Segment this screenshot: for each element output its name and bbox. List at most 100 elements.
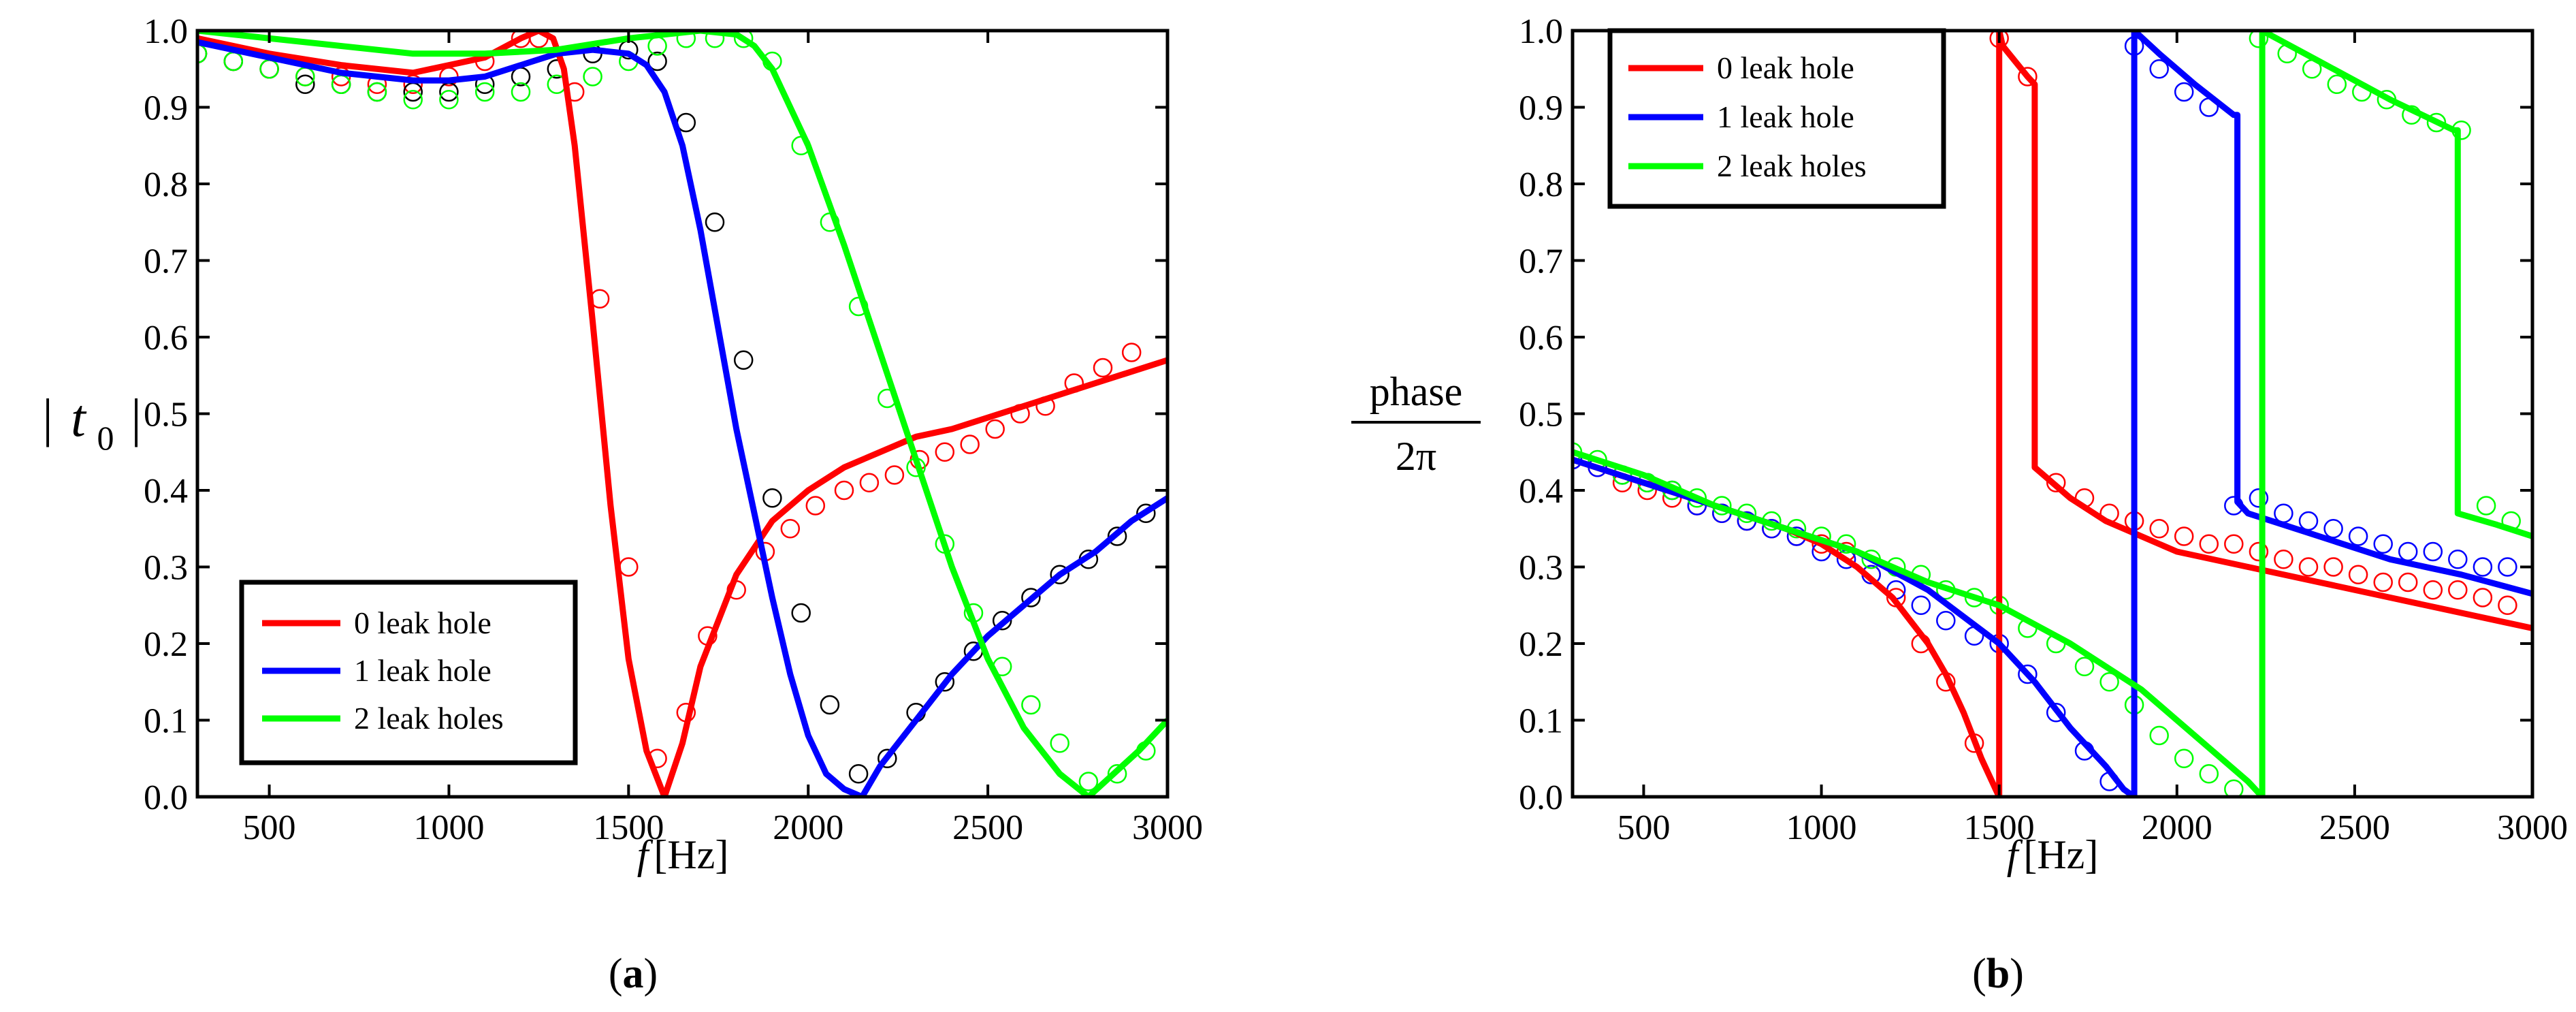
panel-b-marker-0-leak-hole [2274, 550, 2293, 569]
panel-a-marker-0-leak-hole [805, 496, 826, 516]
panel-b-x-tick-label: 1000 [1786, 808, 1857, 847]
panel-b-ylabel-numerator: phase [1370, 369, 1463, 414]
panel-a-marker-0-leak-hole [859, 473, 880, 493]
panel-a-marker-1-leak-hole [1107, 526, 1127, 546]
panel-b-marker-0-leak-hole [2373, 572, 2393, 592]
panel-b-y-tick-label: 0.3 [1519, 549, 1563, 588]
panel-b-y-tick-label: 0.5 [1519, 396, 1563, 434]
panel-a-x-tick-label: 2000 [773, 808, 843, 847]
panel-a-marker-1-leak-hole [1021, 588, 1041, 607]
panel-a-marker-1-leak-hole [992, 611, 1012, 631]
panel-a-marker-2-leak-holes [676, 31, 696, 48]
panel-a-marker-1-leak-hole [295, 74, 315, 95]
panel-b-marker-1-leak-hole [1936, 611, 1956, 631]
panel-b-line-0-leak-hole [1573, 31, 2532, 797]
panel-b-marker-0-leak-hole [2149, 519, 2169, 539]
panel-b-label-close: ) [2010, 951, 2024, 997]
panel-b-marker-1-leak-hole [2323, 519, 2343, 539]
panel-b-y-tick-label: 0.2 [1519, 625, 1563, 664]
panel-a-marker-0-leak-hole [834, 480, 854, 501]
panel-b-marker-2-leak-holes [2249, 31, 2269, 48]
panel-a-legend-label-1: 1 leak hole [354, 653, 492, 688]
panel-b-marker-1-leak-hole [2174, 82, 2194, 102]
panel-a-marker-2-leak-holes [705, 31, 725, 48]
panel-a-legend-label-2: 2 leak holes [354, 701, 504, 736]
panel-a-ticks: 500 1000 1500 2000 2500 3000 0.0 0.1 0.2 0.3 0.4 0.… [144, 12, 1203, 847]
panel-b-marker-0-leak-hole [2199, 534, 2219, 554]
panel-a-marker-0-leak-hole [884, 465, 905, 485]
panel-b-marker-2-leak-holes [2224, 779, 2244, 797]
panel-a-y-tick-label: 0.1 [144, 702, 188, 741]
panel-a-marker-1-leak-hole [762, 488, 782, 508]
panel-a-marker-0-leak-hole [1093, 358, 1113, 378]
panel-a-marker-1-leak-hole [705, 212, 725, 232]
panel-b-ticks: 500 1000 1500 2000 2500 3000 0.0 0.1 0.2 0.3 0.4 0.… [1519, 12, 2568, 847]
panel-b-legend-label-0: 0 leak hole [1717, 50, 1854, 85]
panel-b-y-tick-label: 0.0 [1519, 778, 1563, 817]
panel-a-series-layer [197, 31, 1168, 797]
panel-a-y-tick-label: 0.9 [144, 89, 188, 128]
panel-b-marker-2-leak-holes [2476, 496, 2496, 516]
panel-b-y-tick-label: 1.0 [1519, 12, 1563, 51]
panel-b-marker-1-leak-hole [2373, 534, 2393, 554]
panel-b-marker-1-leak-hole [2149, 59, 2169, 79]
panel-a-y-tick-label: 0.8 [144, 165, 188, 204]
panel-b-marker-0-leak-hole [2423, 580, 2443, 600]
panel-a-marker-1-leak-hole [820, 695, 840, 715]
panel-a-marker-2-leak-holes [223, 51, 244, 72]
panel-a-ylabel-sub: 0 [97, 419, 114, 457]
panel-b-marker-0-leak-hole [2473, 588, 2493, 607]
panel-a-marker-2-leak-holes [197, 44, 208, 64]
panel-a-y-tick-label: 0.6 [144, 319, 188, 358]
panel-a-x-tick-label: 2500 [952, 808, 1023, 847]
panel-b-marker-1-leak-hole [2448, 550, 2468, 569]
panel-a-marker-0-leak-hole [1121, 343, 1142, 362]
panel-b-series-layer [1573, 31, 2532, 797]
panel-a-marker-2-leak-holes [474, 82, 495, 102]
panel-b-marker-2-leak-holes [2149, 725, 2169, 746]
panel-b-y-tick-label: 0.4 [1519, 472, 1563, 511]
panel-b-marker-0-leak-hole [2398, 572, 2418, 592]
panel-b-x-tick-label: 3000 [2497, 808, 2568, 847]
panel-b-x-tick-label: 1500 [1964, 808, 2035, 847]
panel-b-marker-0-leak-hole [2046, 473, 2066, 493]
panel-a-marker-1-leak-hole [733, 350, 754, 370]
panel-a-marker-1-leak-hole [1136, 503, 1156, 524]
panel-a-label: (a) [609, 951, 658, 997]
panel-a-label-open: ( [609, 951, 623, 997]
panel-a-marker-2-leak-holes [403, 90, 423, 110]
panel-a-marker-2-leak-holes [583, 67, 602, 86]
panel-a-xlabel-unit: [Hz] [654, 832, 728, 877]
panel-a-x-tick-label: 1000 [413, 808, 484, 847]
panel-a-marker-2-leak-holes [733, 31, 754, 48]
panel-b-marker-1-leak-hole [2398, 541, 2418, 562]
panel-b-marker-2-leak-holes [2327, 74, 2347, 95]
panel-a-marker-2-leak-holes [295, 67, 315, 86]
panel-a-marker-1-leak-hole [935, 672, 955, 692]
panel-a-marker-0-leak-hole [619, 557, 639, 577]
panel-a-x-tick-label: 500 [243, 808, 296, 847]
panel-b-marker-1-leak-hole [2348, 526, 2368, 546]
panel-a-marker-2-leak-holes [1078, 772, 1099, 791]
panel-b-y-tick-label: 0.8 [1519, 165, 1563, 204]
panel-b-marker-0-leak-hole [2323, 557, 2343, 577]
panel-a-marker-0-leak-hole [960, 434, 980, 454]
panel-b-marker-0-leak-hole [2018, 67, 2038, 86]
panel-a-marker-1-leak-hole [878, 748, 897, 769]
panel-b-legend: 0 leak hole 1 leak hole 2 leak holes [1607, 28, 1946, 209]
panel-b-marker-2-leak-holes [2099, 672, 2119, 692]
panel-a-marker-0-leak-hole [935, 442, 955, 462]
panel-b-marker-1-leak-hole [2473, 557, 2493, 577]
panel-a-marker-2-leak-holes [1021, 695, 1041, 715]
panel-a-line-2-leak-holes [197, 31, 1168, 797]
panel-a-marker-1-leak-hole [848, 764, 869, 784]
panel-a-y-tick-label: 0.3 [144, 549, 188, 588]
panel-b-marker-2-leak-holes [2174, 748, 2194, 769]
panel-b-marker-0-leak-hole [2348, 565, 2368, 585]
panel-a-legend: 0 leak hole 1 leak hole 2 leak holes [239, 580, 578, 765]
panel-a-markers-2-leak-holes [197, 31, 1156, 791]
panel-b-y-tick-label: 0.7 [1519, 242, 1563, 281]
panel-b-marker-1-leak-hole [1911, 595, 1931, 616]
panel-b-legend-label-2: 2 leak holes [1717, 148, 1867, 183]
